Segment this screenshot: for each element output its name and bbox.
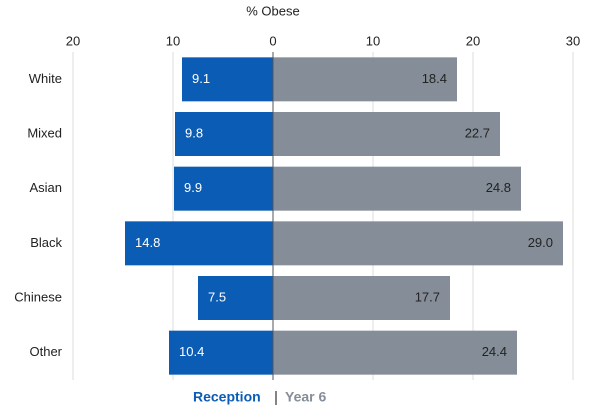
- bar: [198, 276, 273, 320]
- y-tick-label: Chinese: [14, 289, 62, 304]
- value-label: 9.8: [185, 125, 203, 140]
- legend-label: Year 6: [285, 389, 326, 405]
- x-tick-label: 0: [269, 33, 276, 48]
- y-tick-label: Mixed: [27, 125, 62, 140]
- x-tick-label: 10: [366, 33, 380, 48]
- value-label: 7.5: [208, 289, 226, 304]
- bar: [273, 221, 563, 266]
- value-label: 17.7: [415, 289, 440, 304]
- value-label: 14.8: [135, 235, 160, 250]
- bar: [273, 166, 521, 211]
- chart-title: % Obese: [246, 3, 299, 18]
- bar: [273, 57, 457, 102]
- y-tick-label: Black: [30, 235, 62, 250]
- y-tick-label: Other: [29, 344, 62, 359]
- bar: [182, 57, 273, 102]
- value-label: 24.8: [486, 180, 511, 195]
- value-label: 18.4: [422, 71, 447, 86]
- value-label: 24.4: [482, 344, 507, 359]
- value-label: 9.1: [192, 71, 210, 86]
- y-tick-label: Asian: [29, 180, 62, 195]
- y-tick-label: White: [29, 71, 62, 86]
- value-label: 22.7: [465, 125, 490, 140]
- x-tick-label: 20: [66, 33, 80, 48]
- bar: [175, 112, 273, 156]
- x-tick-label: 20: [466, 33, 480, 48]
- bar: [174, 166, 273, 211]
- bar: [125, 221, 273, 266]
- x-tick-label: 10: [166, 33, 180, 48]
- bar: [169, 330, 273, 375]
- value-label: 9.9: [184, 180, 202, 195]
- bar: [273, 276, 450, 320]
- value-label: 29.0: [528, 235, 553, 250]
- bar: [273, 330, 517, 375]
- bar: [273, 112, 500, 156]
- legend-label: Reception: [193, 389, 261, 405]
- x-tick-label: 30: [566, 33, 580, 48]
- value-label: 10.4: [179, 344, 204, 359]
